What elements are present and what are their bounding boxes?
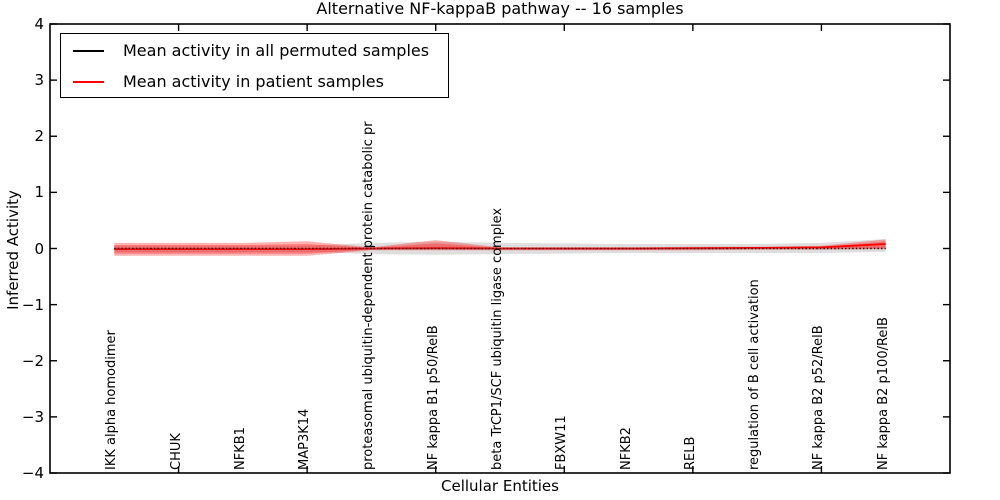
x-category-label: NF kappa B2 p100/RelB [875,317,891,470]
patient-line-sample [73,80,104,83]
y-tick-label: −3 [21,407,44,426]
legend-row-permuted: Mean activity in all permuted samples [61,36,448,65]
x-category-label: regulation of B cell activation [747,279,763,470]
legend-row-patient: Mean activity in patient samples [61,67,448,96]
x-category-label: proteasomal ubiquitin-dependent protein … [361,121,377,470]
x-category-label: NFKB2 [618,427,634,470]
x-category-label: NFKB1 [232,427,248,470]
legend-label-permuted: Mean activity in all permuted samples [123,41,430,60]
y-tick-label: 2 [34,127,44,146]
y-tick-label: 0 [34,239,44,258]
y-tick-label: −4 [21,464,44,482]
x-category-label: RELB [682,436,698,470]
x-category-label: beta TrCP1/SCF ubiquitin ligase complex [490,207,505,470]
y-tick-label: 1 [34,183,44,202]
x-axis-title: Cellular Entities [441,477,559,495]
chart-title: Alternative NF-kappaB pathway -- 16 samp… [316,0,684,18]
y-tick-label: 4 [34,15,44,33]
permuted-samples-band-band [114,239,886,255]
x-category-label: CHUK [168,433,184,470]
y-tick-label: −1 [21,295,44,314]
x-category-label: MAP3K14 [297,408,313,470]
x-category-label: NF kappa B1 p50/RelB [425,325,441,470]
y-tick-label: −2 [21,351,44,370]
x-category-label: IKK alpha homodimer [104,330,120,470]
x-category-label: FBXW11 [554,415,570,470]
legend-box: Mean activity in all permuted samples Me… [60,33,449,98]
y-tick-label: 3 [34,71,44,90]
x-category-label: NF kappa B2 p52/RelB [811,325,827,470]
legend-label-patient: Mean activity in patient samples [123,72,384,91]
patient-samples-band-inner-band [114,241,886,254]
permuted-line-sample [73,49,104,52]
